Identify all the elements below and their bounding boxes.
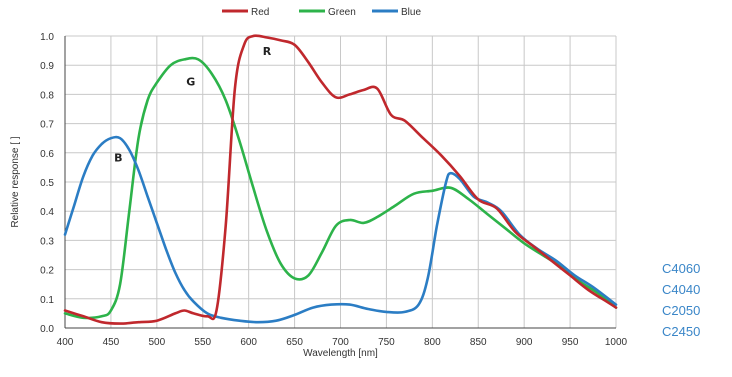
x-tick-label: 900 — [516, 337, 533, 348]
y-tick-label: 0.1 — [40, 295, 54, 306]
x-tick-label: 650 — [286, 337, 303, 348]
y-tick-label: 0.5 — [40, 178, 54, 189]
y-tick-label: 0.3 — [40, 236, 54, 247]
chart-legend: Red Green Blue — [222, 7, 421, 18]
x-axis-ticks: 400 450 500 550 600 650 700 750 800 850 900 950 1000 — [57, 337, 628, 348]
y-tick-label: 0.0 — [40, 324, 54, 335]
model-item[interactable]: C4040 — [662, 282, 701, 297]
x-tick-label: 500 — [148, 337, 165, 348]
model-list: C4060 C4040 C2050 C2450 — [662, 258, 700, 342]
series-line-green — [63, 56, 618, 320]
y-tick-label: 0.6 — [40, 149, 54, 160]
y-tick-label: 0.8 — [40, 90, 54, 101]
series-marker-red: R — [263, 45, 272, 58]
x-tick-label: 400 — [57, 337, 74, 348]
x-tick-label: 800 — [424, 337, 441, 348]
x-tick-label: 700 — [332, 337, 349, 348]
model-item[interactable]: C2050 — [662, 303, 701, 318]
x-axis-title: Wavelength [nm] — [303, 348, 378, 359]
legend-label-green: Green — [328, 7, 356, 18]
series-marker-blue: B — [114, 152, 122, 165]
y-tick-label: 0.7 — [40, 120, 54, 131]
y-axis-ticks: 0.0 0.1 0.2 0.3 0.4 0.5 0.6 0.7 0.8 0.9 1.0 — [40, 32, 54, 335]
series-line-red — [63, 34, 618, 325]
x-tick-label: 750 — [378, 337, 395, 348]
x-tick-label: 550 — [194, 337, 211, 348]
legend-label-blue: Blue — [401, 7, 421, 18]
model-item[interactable]: C4060 — [662, 261, 701, 276]
y-tick-label: 0.4 — [40, 207, 54, 218]
x-tick-label: 450 — [103, 337, 120, 348]
x-tick-label: 1000 — [605, 337, 628, 348]
y-tick-label: 0.2 — [40, 266, 54, 277]
legend-label-red: Red — [251, 7, 269, 18]
x-tick-label: 950 — [562, 337, 579, 348]
chart-series: R G B — [63, 34, 618, 325]
y-tick-label: 0.9 — [40, 61, 54, 72]
series-marker-green: G — [186, 76, 195, 89]
y-axis-title: Relative response [ ] — [10, 136, 21, 227]
x-tick-label: 600 — [240, 337, 257, 348]
y-tick-label: 1.0 — [40, 32, 54, 43]
chart-grid — [64, 35, 617, 329]
model-item[interactable]: C2450 — [662, 324, 701, 339]
x-tick-label: 850 — [470, 337, 487, 348]
